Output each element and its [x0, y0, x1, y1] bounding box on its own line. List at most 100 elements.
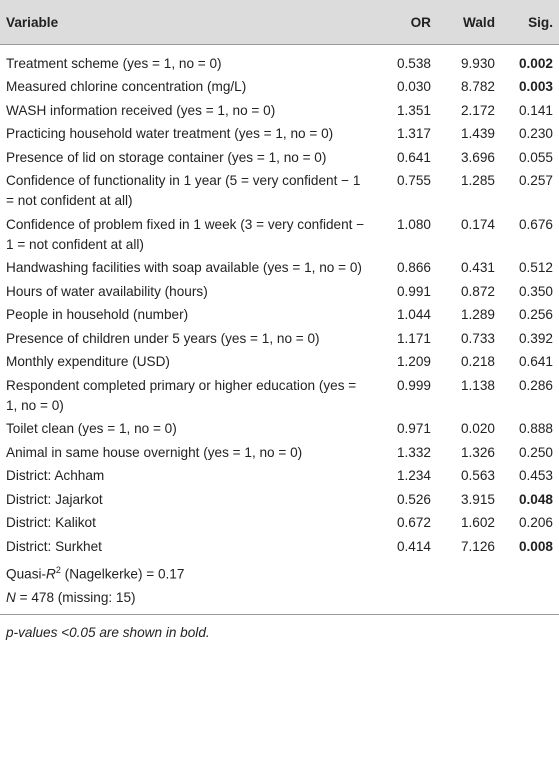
table-header: Variable OR Wald Sig.	[0, 0, 559, 44]
cell-sig: 0.641	[518, 354, 553, 369]
cell-wald: 0.733	[460, 330, 495, 346]
cell-or: 0.526	[396, 491, 431, 507]
r2-value: (Nagelkerke) = 0.17	[60, 566, 185, 582]
cell-variable: District: Achham	[6, 468, 105, 483]
cell-wald: 0.020	[460, 421, 495, 436]
cell-variable: District: Jajarkot	[6, 491, 103, 507]
cell-variable: Animal in same house overnight (yes = 1,…	[6, 444, 303, 460]
table-row: District: Surkhet 0.414 7.126 0.008	[0, 535, 559, 559]
cell-wald: 1.326	[460, 444, 495, 460]
cell-variable: Practicing household water treatment (ye…	[6, 126, 334, 141]
cell-or: 0.641	[396, 149, 431, 165]
cell-or: 1.044	[396, 307, 431, 322]
cell-wald: 0.218	[460, 354, 495, 369]
cell-variable: Toilet clean (yes = 1, no = 0)	[6, 421, 177, 436]
table-row: Presence of lid on storage container (ye…	[0, 146, 559, 170]
n-row: N = 478 (missing: 15)	[0, 587, 559, 611]
cell-wald: 3.696	[460, 149, 495, 165]
cell-or: 1.080	[396, 216, 431, 232]
r2-row: Quasi-R2 (Nagelkerke) = 0.17	[0, 559, 559, 587]
table-row: District: Jajarkot 0.526 3.915 0.048	[0, 488, 559, 512]
cell-sig: 0.003	[518, 79, 553, 94]
table-footnote: p-values <0.05 are shown in bold.	[6, 625, 210, 641]
r2-symbol: R	[46, 566, 56, 582]
cell-variable: Monthly expenditure (USD)	[6, 354, 170, 369]
table-row: Respondent completed primary or higher e…	[0, 374, 559, 418]
cell-sig: 0.676	[518, 216, 553, 232]
cell-or: 1.171	[396, 330, 431, 346]
cell-or: 0.755	[396, 173, 431, 188]
cell-variable: Presence of lid on storage container (ye…	[6, 149, 327, 165]
cell-sig: 0.206	[518, 515, 553, 530]
cell-sig: 0.055	[518, 149, 553, 165]
cell-wald: 0.872	[460, 283, 495, 299]
table-row: District: Achham 1.234 0.563 0.453	[0, 465, 559, 489]
cell-sig: 0.002	[518, 55, 553, 71]
cell-wald: 0.431	[460, 260, 495, 275]
r2-prefix: Quasi-	[6, 566, 47, 582]
cell-variable: Presence of children under 5 years (yes …	[6, 330, 320, 346]
cell-sig: 0.048	[518, 491, 553, 507]
cell-sig: 0.350	[518, 283, 553, 299]
cell-or: 0.991	[396, 283, 431, 299]
n-symbol: N	[6, 590, 16, 606]
table-row: Hours of water availability (hours) 0.991…	[0, 280, 559, 304]
cell-or: 0.672	[396, 515, 431, 530]
table-row: Practicing household water treatment (ye…	[0, 123, 559, 147]
cell-variable: Measured chlorine concentration (mg/L)	[6, 79, 247, 94]
regression-table: Variable OR Wald Sig. Treatment scheme (…	[0, 0, 559, 611]
cell-sig: 0.141	[518, 102, 553, 118]
footer-rule	[0, 614, 559, 616]
table-row: Treatment scheme (yes = 1, no = 0) 0.538 9…	[0, 52, 559, 76]
table-row: Measured chlorine concentration (mg/L) 0.…	[0, 76, 559, 100]
cell-variable: WASH information received (yes = 1, no =…	[6, 102, 276, 118]
cell-wald: 0.563	[460, 468, 495, 483]
cell-or: 1.332	[396, 444, 431, 460]
cell-variable: District: Surkhet	[6, 538, 102, 554]
cell-or: 0.538	[396, 55, 431, 71]
cell-sig: 0.257	[518, 173, 553, 188]
cell-or: 0.414	[396, 538, 431, 554]
cell-wald: 3.915	[460, 491, 495, 507]
cell-wald: 1.289	[460, 307, 495, 322]
cell-sig: 0.286	[518, 377, 553, 393]
header-or: OR	[410, 14, 431, 30]
r2-superscript: 2	[55, 565, 61, 575]
table-row: Presence of children under 5 years (yes …	[0, 327, 559, 351]
cell-variable: Handwashing facilities with soap availab…	[6, 260, 362, 275]
cell-variable: Confidence of functionality in 1 year (5…	[6, 173, 361, 208]
header-variable: Variable	[6, 14, 59, 30]
table-row: Confidence of problem fixed in 1 week (3…	[0, 213, 559, 257]
table-row: Handwashing facilities with soap availab…	[0, 257, 559, 281]
cell-sig: 0.888	[518, 421, 553, 436]
cell-wald: 8.782	[460, 79, 495, 94]
cell-wald: 7.126	[460, 538, 495, 554]
table-row: Toilet clean (yes = 1, no = 0) 0.971 0.020…	[0, 418, 559, 442]
cell-wald: 1.138	[460, 377, 495, 393]
cell-or: 0.866	[396, 260, 431, 275]
cell-wald: 9.930	[460, 55, 495, 71]
table-row: People in household (number) 1.044 1.289 0.…	[0, 304, 559, 328]
cell-sig: 0.008	[518, 538, 553, 554]
cell-variable: Hours of water availability (hours)	[6, 283, 208, 299]
cell-wald: 2.172	[460, 102, 495, 118]
cell-variable: People in household (number)	[6, 307, 189, 322]
cell-sig: 0.392	[518, 330, 553, 346]
cell-variable: Confidence of problem fixed in 1 week (3…	[6, 216, 365, 252]
cell-sig: 0.230	[518, 126, 553, 141]
cell-sig: 0.512	[518, 260, 553, 275]
header-sig: Sig.	[528, 14, 553, 30]
cell-or: 1.351	[396, 102, 431, 118]
cell-sig: 0.250	[518, 444, 553, 460]
table-row: Confidence of functionality in 1 year (5…	[0, 170, 559, 214]
cell-or: 0.030	[396, 79, 431, 94]
cell-sig: 0.453	[518, 468, 553, 483]
table-row: Animal in same house overnight (yes = 1,…	[0, 441, 559, 465]
cell-variable: Treatment scheme (yes = 1, no = 0)	[6, 55, 222, 71]
cell-or: 1.317	[396, 126, 431, 141]
header-wald: Wald	[463, 14, 495, 30]
cell-or: 1.209	[396, 354, 431, 369]
cell-wald: 1.602	[460, 515, 495, 530]
cell-wald: 1.439	[460, 126, 495, 141]
